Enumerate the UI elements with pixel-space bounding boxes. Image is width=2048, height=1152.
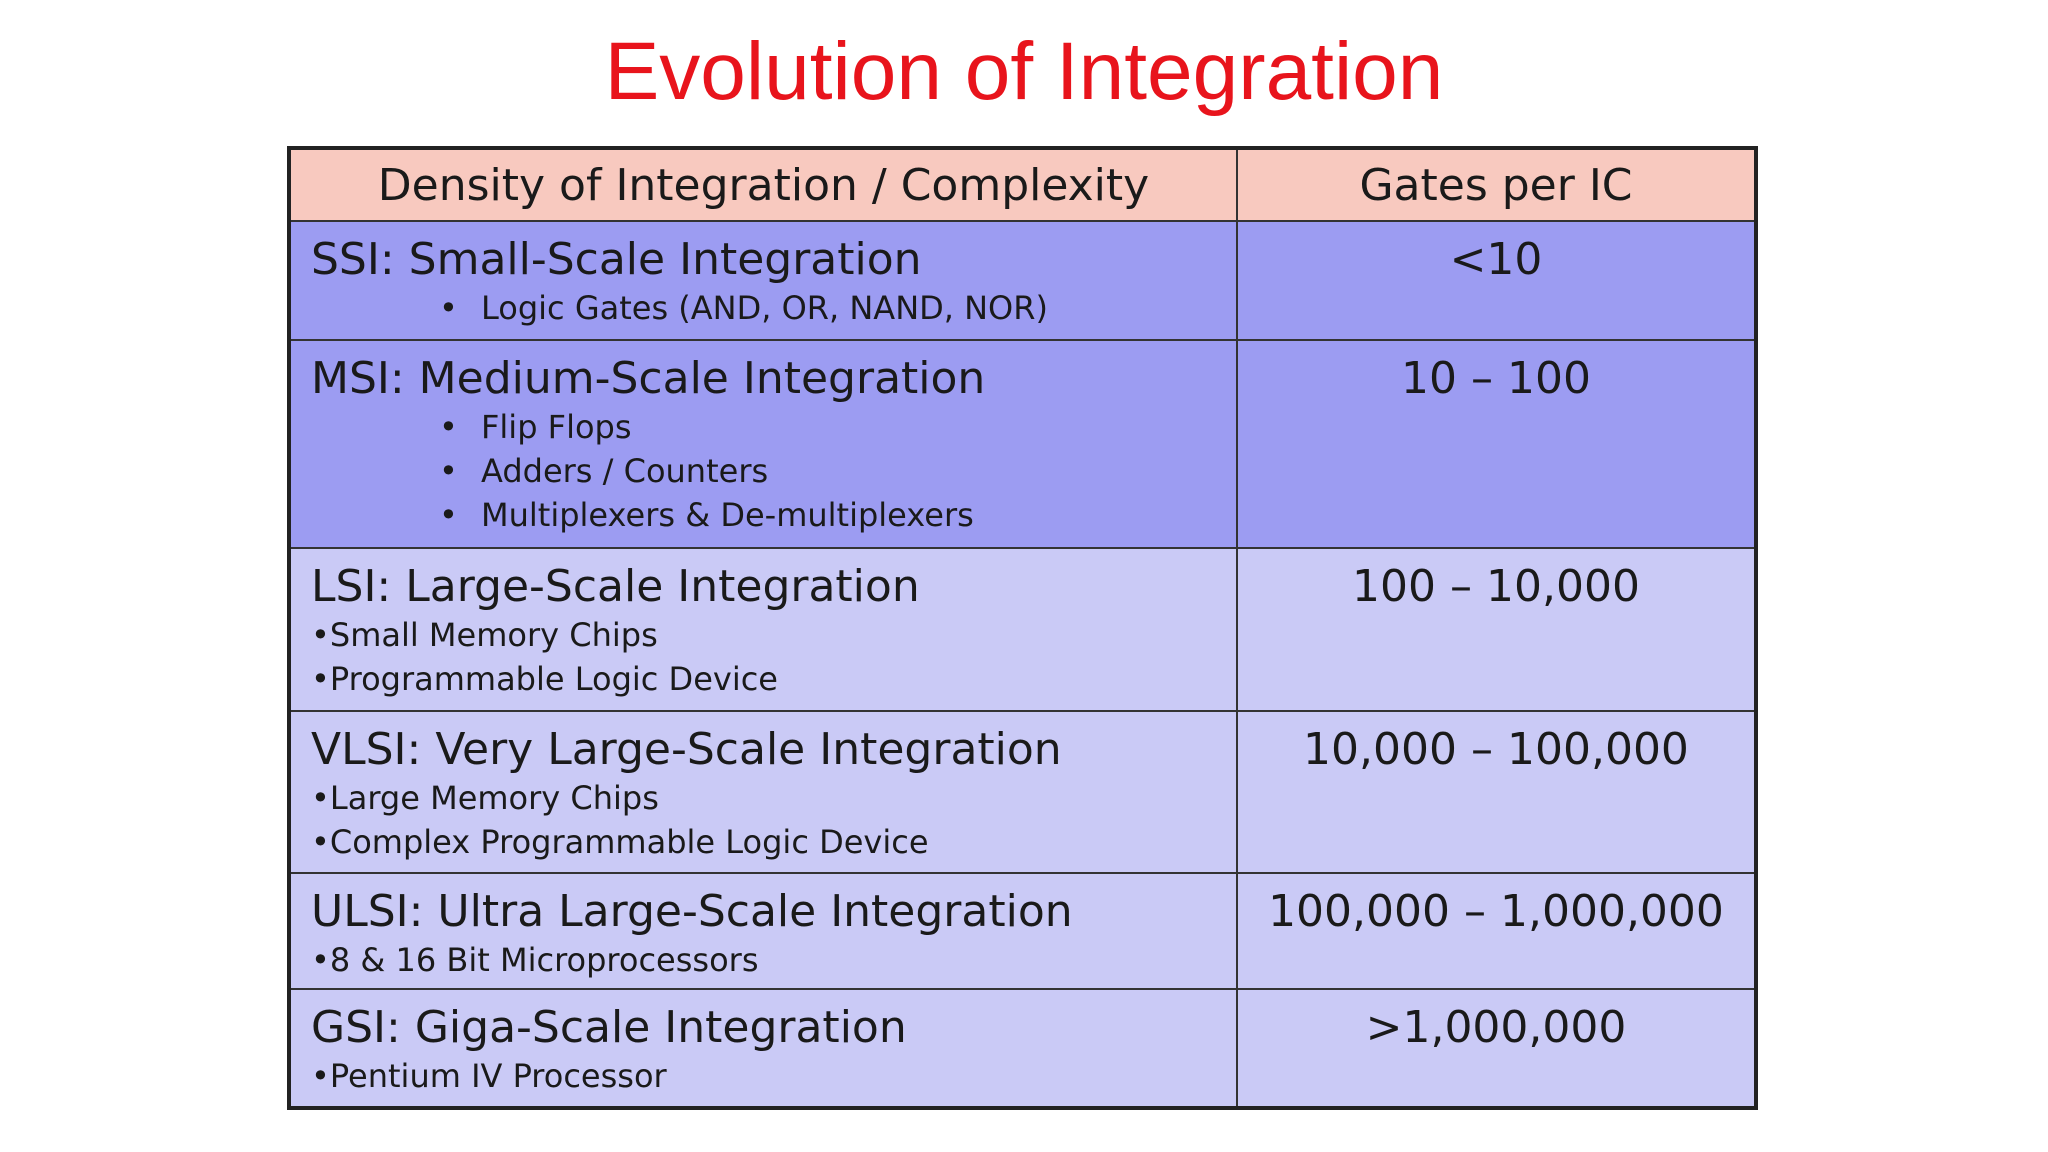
gates-value: 10,000 – 100,000	[1303, 724, 1689, 775]
row-name: SSI: Small-Scale Integration	[311, 234, 922, 285]
list-item: Multiplexers & De-multiplexers	[481, 493, 1236, 537]
row-name: MSI: Medium-Scale Integration	[311, 353, 986, 404]
gates-value: >1,000,000	[1365, 1002, 1627, 1053]
list-item: Flip Flops	[481, 405, 1236, 449]
header-cell: Density of Integration / Complexity	[288, 147, 1238, 222]
row-name: LSI: Large-Scale Integration	[311, 561, 920, 612]
item-list: Logic Gates (AND, OR, NAND, NOR)	[291, 286, 1236, 330]
table-row: GSI: Giga-Scale Integration •Pentium IV P…	[288, 988, 1757, 1109]
gates-cell: 100,000 – 1,000,000	[1236, 872, 1757, 990]
table-row: MSI: Medium-Scale IntegrationFlip FlopsA…	[288, 339, 1757, 549]
gates-value: 100 – 10,000	[1352, 561, 1640, 612]
density-cell: MSI: Medium-Scale IntegrationFlip FlopsA…	[288, 339, 1238, 549]
list-item: Adders / Counters	[481, 449, 1236, 493]
row-name: GSI: Giga-Scale Integration	[311, 1002, 907, 1053]
integration-table: Density of Integration / Complexity Gate…	[287, 146, 1758, 1110]
density-cell: VLSI: Very Large-Scale Integration •Large…	[288, 710, 1238, 874]
list-item: •Complex Programmable Logic Device	[311, 823, 929, 861]
gates-cell: 10 – 100	[1236, 339, 1757, 549]
gates-value: 100,000 – 1,000,000	[1268, 886, 1724, 937]
gates-value: 10 – 100	[1401, 353, 1591, 404]
table-row: VLSI: Very Large-Scale Integration •Large…	[288, 710, 1757, 874]
gates-value: <10	[1449, 234, 1543, 285]
table-row: ULSI: Ultra Large-Scale Integration •8 & …	[288, 872, 1757, 990]
list-item: •8 & 16 Bit Microprocessors	[311, 941, 759, 979]
row-name: VLSI: Very Large-Scale Integration	[311, 724, 1062, 775]
slide-title: Evolution of Integration	[604, 26, 1444, 117]
list-item: •Pentium IV Processor	[311, 1057, 667, 1095]
table-row: SSI: Small-Scale IntegrationLogic Gates …	[288, 220, 1757, 341]
row-name: ULSI: Ultra Large-Scale Integration	[311, 886, 1073, 937]
density-cell: ULSI: Ultra Large-Scale Integration •8 & …	[288, 872, 1238, 990]
list-item: •Small Memory Chips	[311, 616, 658, 654]
item-list: Flip FlopsAdders / CountersMultiplexers …	[291, 405, 1236, 537]
density-cell: GSI: Giga-Scale Integration •Pentium IV P…	[288, 988, 1238, 1109]
list-item: Logic Gates (AND, OR, NAND, NOR)	[481, 286, 1236, 330]
table-row: LSI: Large-Scale Integration •Small Memor…	[288, 547, 1757, 712]
gates-cell: 100 – 10,000	[1236, 547, 1757, 712]
density-cell: LSI: Large-Scale Integration •Small Memor…	[288, 547, 1238, 712]
list-item: •Programmable Logic Device	[311, 660, 778, 698]
gates-cell: <10	[1236, 220, 1757, 341]
header-cell: Gates per IC	[1236, 147, 1757, 222]
gates-cell: >1,000,000	[1236, 988, 1757, 1109]
gates-cell: 10,000 – 100,000	[1236, 710, 1757, 874]
header-row: Density of Integration / Complexity Gate…	[288, 147, 1757, 222]
list-item: •Large Memory Chips	[311, 779, 659, 817]
density-cell: SSI: Small-Scale IntegrationLogic Gates …	[288, 220, 1238, 341]
